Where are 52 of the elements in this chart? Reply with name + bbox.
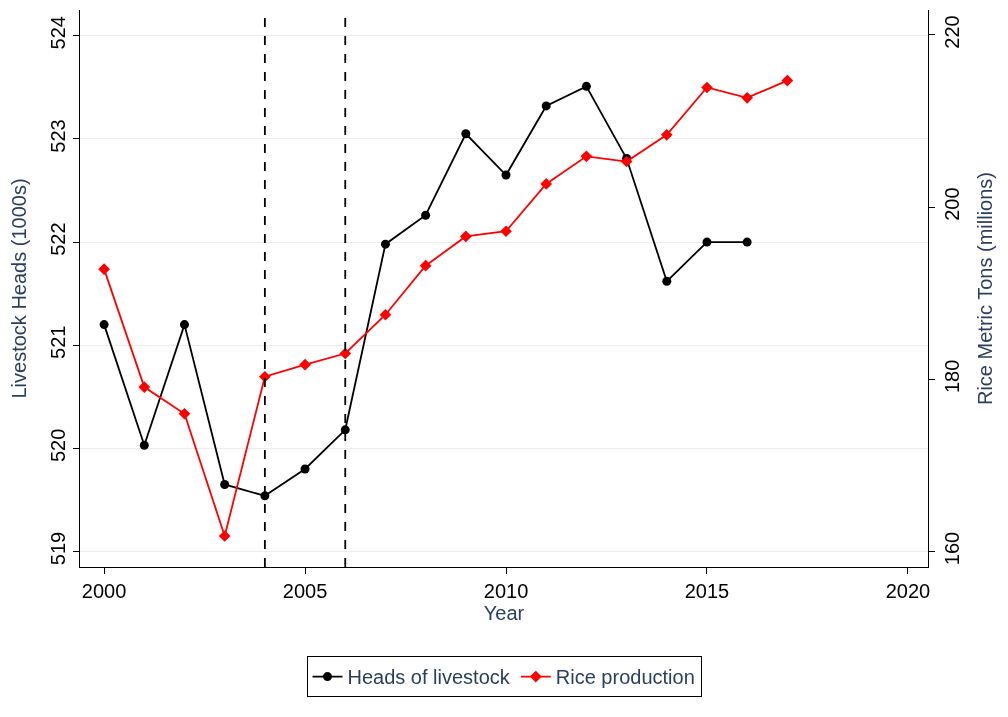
point [379,308,392,321]
point [500,225,512,238]
point [139,440,149,450]
legend-label: Rice production [555,666,695,689]
point [501,170,511,180]
point [581,81,591,91]
point [781,74,794,87]
point [339,347,352,360]
point [98,263,110,275]
point [380,239,390,249]
point [300,464,310,474]
point [218,530,231,542]
x-tick-label: 2000 [81,580,127,602]
point [459,230,472,243]
point [662,276,672,286]
point [99,320,109,330]
y-tick-label: 521 [47,325,69,359]
point [742,237,752,247]
point [179,320,189,330]
point [178,407,191,420]
point [620,155,633,168]
point [419,259,432,272]
point [580,150,593,163]
y-tick-label: 520 [47,428,69,463]
y-tick-label: 522 [47,222,69,256]
x-tick-label: 2020 [885,580,931,602]
y2-tick-label: 200 [941,187,963,221]
point [701,81,713,94]
point [660,128,673,141]
x-tick-label: 2015 [684,580,730,602]
y2-axis-title: Rice Metric Tons (millions) [973,171,996,406]
point [741,91,753,104]
point [702,237,712,247]
point [421,210,431,220]
point [340,425,350,435]
y-tick-label: 519 [47,531,69,566]
point [461,129,471,139]
legend-label: Heads of livestock [347,666,511,689]
y2-tick-label: 180 [941,359,963,394]
point [540,178,553,190]
x-axis-title: Year [483,602,525,624]
point [541,101,551,111]
point [138,381,151,393]
point [220,479,230,489]
x-tick-label: 2005 [282,580,328,602]
point [299,358,311,371]
y2-tick-label: 160 [941,531,963,566]
y2-tick-label: 220 [941,15,963,49]
y-tick-label: 524 [47,16,69,50]
y-axis-title: Livestock Heads (1000s) [7,178,30,399]
x-tick-label: 2010 [483,580,529,602]
y-tick-label: 523 [47,119,69,153]
